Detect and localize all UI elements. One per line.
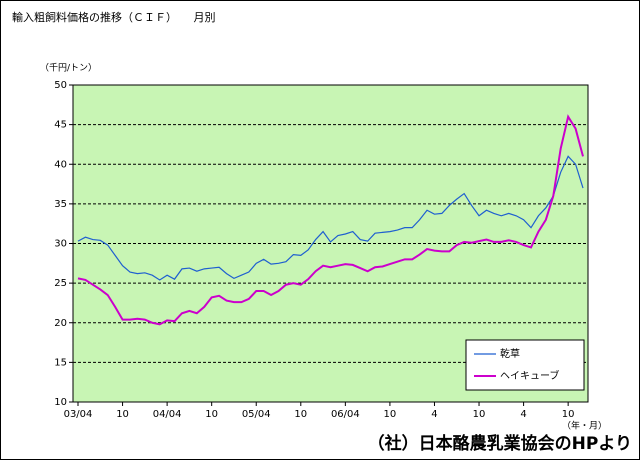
x-tick-label: 10 [384, 409, 397, 420]
y-unit: （千円/トン） [40, 63, 97, 74]
y-tick-label: 10 [54, 397, 67, 408]
x-tick-label: 10 [294, 409, 307, 420]
source-note: （社）日本酪農乳業協会のHPより [368, 433, 632, 454]
y-tick-label: 15 [54, 357, 67, 368]
y-tick-label: 35 [54, 199, 67, 210]
x-unit: （年・月） [562, 420, 607, 432]
x-tick-label: 4 [431, 409, 437, 420]
legend-label: ヘイキューブ [500, 369, 559, 382]
x-tick-label: 05/04 [242, 409, 271, 420]
y-tick-label: 40 [54, 159, 67, 170]
y-tick-label: 20 [54, 318, 67, 329]
x-tick-label: 10 [116, 409, 129, 420]
x-tick-label: 4 [520, 409, 526, 420]
y-tick-label: 30 [54, 239, 67, 250]
legend-box [465, 339, 585, 391]
y-tick-label: 25 [54, 278, 67, 289]
y-tick-label: 45 [54, 120, 67, 131]
x-tick-label: 04/04 [153, 409, 182, 420]
x-tick-label: 03/04 [64, 409, 93, 420]
x-tick-label: 06/04 [331, 409, 360, 420]
x-tick-label: 10 [473, 409, 486, 420]
legend-label: 乾草 [500, 347, 520, 360]
y-tick-label: 50 [54, 80, 67, 91]
chart-title: 輸入粗飼料価格の推移（ＣＩＦ） 月別 [12, 10, 216, 24]
x-tick-label: 10 [562, 409, 575, 420]
x-tick-label: 10 [205, 409, 218, 420]
line-series [77, 155, 584, 281]
line-series [77, 114, 584, 326]
